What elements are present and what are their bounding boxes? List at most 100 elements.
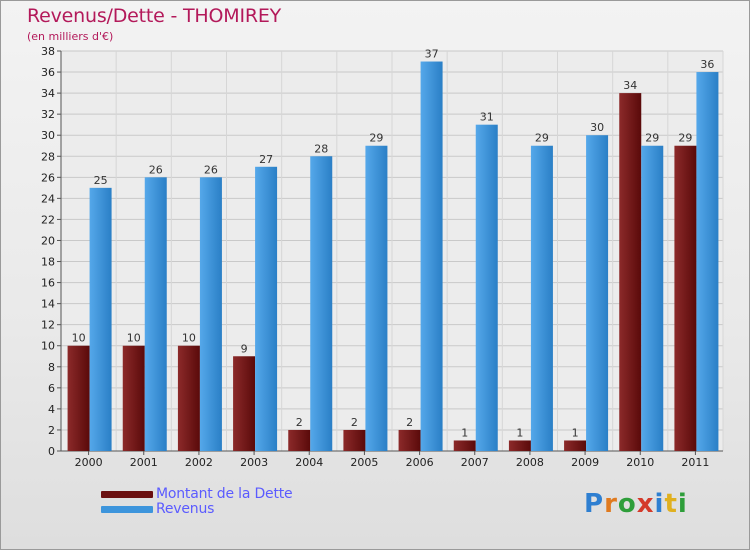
chart-subtitle: (en milliers d'€) xyxy=(27,30,114,43)
y-tick-label: 28 xyxy=(41,150,55,163)
x-tick-label: 2009 xyxy=(571,456,599,469)
y-tick-label: 16 xyxy=(41,277,55,290)
y-tick-label: 30 xyxy=(41,129,55,142)
legend-swatch-revenus xyxy=(101,506,153,513)
data-label-revenus: 27 xyxy=(259,153,273,166)
logo-letter: o xyxy=(617,489,637,519)
y-tick-label: 8 xyxy=(48,361,55,374)
data-label-dette: 2 xyxy=(406,416,413,429)
legend-label-dette: Montant de la Dette xyxy=(156,486,293,502)
bar-revenus xyxy=(641,145,664,451)
y-tick-label: 20 xyxy=(41,234,55,247)
bar-dette xyxy=(288,429,311,451)
y-tick-label: 14 xyxy=(41,298,55,311)
x-tick-label: 2006 xyxy=(406,456,434,469)
y-tick-label: 36 xyxy=(41,66,55,79)
bar-revenus xyxy=(89,187,112,451)
data-label-revenus: 37 xyxy=(425,48,439,61)
bar-dette xyxy=(508,440,531,451)
x-tick-label: 2010 xyxy=(626,456,654,469)
x-tick-label: 2002 xyxy=(185,456,213,469)
bars xyxy=(67,61,719,452)
data-label-revenus: 30 xyxy=(590,121,604,134)
data-label-revenus: 31 xyxy=(480,111,494,124)
logo-letter: r xyxy=(604,489,618,519)
bar-dette xyxy=(619,93,642,452)
gridlines xyxy=(60,50,724,452)
data-label-dette: 34 xyxy=(623,79,637,92)
data-label-revenus: 25 xyxy=(94,174,108,187)
x-tick-label: 2003 xyxy=(240,456,268,469)
bar-dette xyxy=(398,429,421,451)
bar-dette xyxy=(674,145,697,451)
x-tick-label: 2001 xyxy=(130,456,158,469)
y-tick-label: 22 xyxy=(41,213,55,226)
data-label-dette: 10 xyxy=(127,332,141,345)
bar-revenus xyxy=(310,156,333,451)
bar-revenus xyxy=(199,177,222,451)
y-tick-label: 4 xyxy=(48,403,55,416)
data-label-revenus: 29 xyxy=(369,132,383,145)
x-tick-label: 2004 xyxy=(295,456,323,469)
data-label-dette: 29 xyxy=(678,132,692,145)
bar-revenus xyxy=(365,145,388,451)
data-label-dette: 10 xyxy=(182,332,196,345)
data-label-revenus: 28 xyxy=(314,142,328,155)
bar-revenus xyxy=(586,135,609,452)
data-label-dette: 1 xyxy=(516,426,523,439)
data-label-revenus: 29 xyxy=(645,132,659,145)
bar-revenus xyxy=(475,124,498,452)
bar-dette xyxy=(177,345,200,451)
y-tick-label: 24 xyxy=(41,192,55,205)
legend-label-revenus: Revenus xyxy=(156,501,215,517)
y-tick-label: 10 xyxy=(41,340,55,353)
y-tick-label: 26 xyxy=(41,171,55,184)
legend-swatch-dette xyxy=(101,491,153,498)
x-tick-label: 2007 xyxy=(461,456,489,469)
x-tick-label: 2000 xyxy=(75,456,103,469)
data-labels: 10 25 10 26 10 26 9 27 2 28 2 29 2 37 1 31 1 29 1 30 34 29 29 3… xyxy=(72,48,715,440)
bar-dette xyxy=(122,345,145,451)
bar-dette xyxy=(453,440,476,451)
proxiti-logo: Proxiti xyxy=(584,489,688,519)
x-tick-label: 2008 xyxy=(516,456,544,469)
y-tick-label: 32 xyxy=(41,108,55,121)
data-label-revenus: 29 xyxy=(535,132,549,145)
logo-letter: i xyxy=(654,489,665,519)
bar-revenus xyxy=(420,61,443,452)
bar-dette xyxy=(343,429,366,451)
x-tick-label: 2011 xyxy=(681,456,709,469)
y-tick-label: 12 xyxy=(41,319,55,332)
data-label-revenus: 36 xyxy=(700,58,714,71)
bar-dette xyxy=(67,345,90,451)
logo-letter: t xyxy=(664,489,678,519)
bar-dette xyxy=(564,440,587,451)
chart-title: Revenus/Dette - THOMIREY xyxy=(27,5,282,27)
y-tick-label: 38 xyxy=(41,45,55,58)
data-label-dette: 1 xyxy=(572,426,579,439)
y-tick-label: 6 xyxy=(48,382,55,395)
y-tick-label: 2 xyxy=(48,424,55,437)
bar-revenus xyxy=(530,145,553,451)
y-tick-label: 0 xyxy=(48,445,55,458)
data-label-dette: 9 xyxy=(241,342,248,355)
data-label-dette: 10 xyxy=(72,332,86,345)
y-tick-label: 18 xyxy=(41,256,55,269)
bar-revenus xyxy=(696,72,719,451)
y-tick-label: 34 xyxy=(41,87,55,100)
x-tick-label: 2005 xyxy=(350,456,378,469)
data-label-dette: 2 xyxy=(351,416,358,429)
data-label-revenus: 26 xyxy=(204,163,218,176)
bar-revenus xyxy=(144,177,167,451)
data-label-revenus: 26 xyxy=(149,163,163,176)
bar-dette xyxy=(233,356,256,451)
logo-letter: x xyxy=(636,489,655,519)
data-label-dette: 1 xyxy=(461,426,468,439)
logo-letter: i xyxy=(677,489,688,519)
logo-letter: P xyxy=(584,489,605,519)
bar-revenus xyxy=(255,166,278,451)
data-label-dette: 2 xyxy=(296,416,303,429)
